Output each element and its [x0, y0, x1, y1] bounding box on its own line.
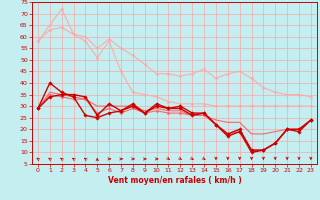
X-axis label: Vent moyen/en rafales ( km/h ): Vent moyen/en rafales ( km/h )	[108, 176, 241, 185]
